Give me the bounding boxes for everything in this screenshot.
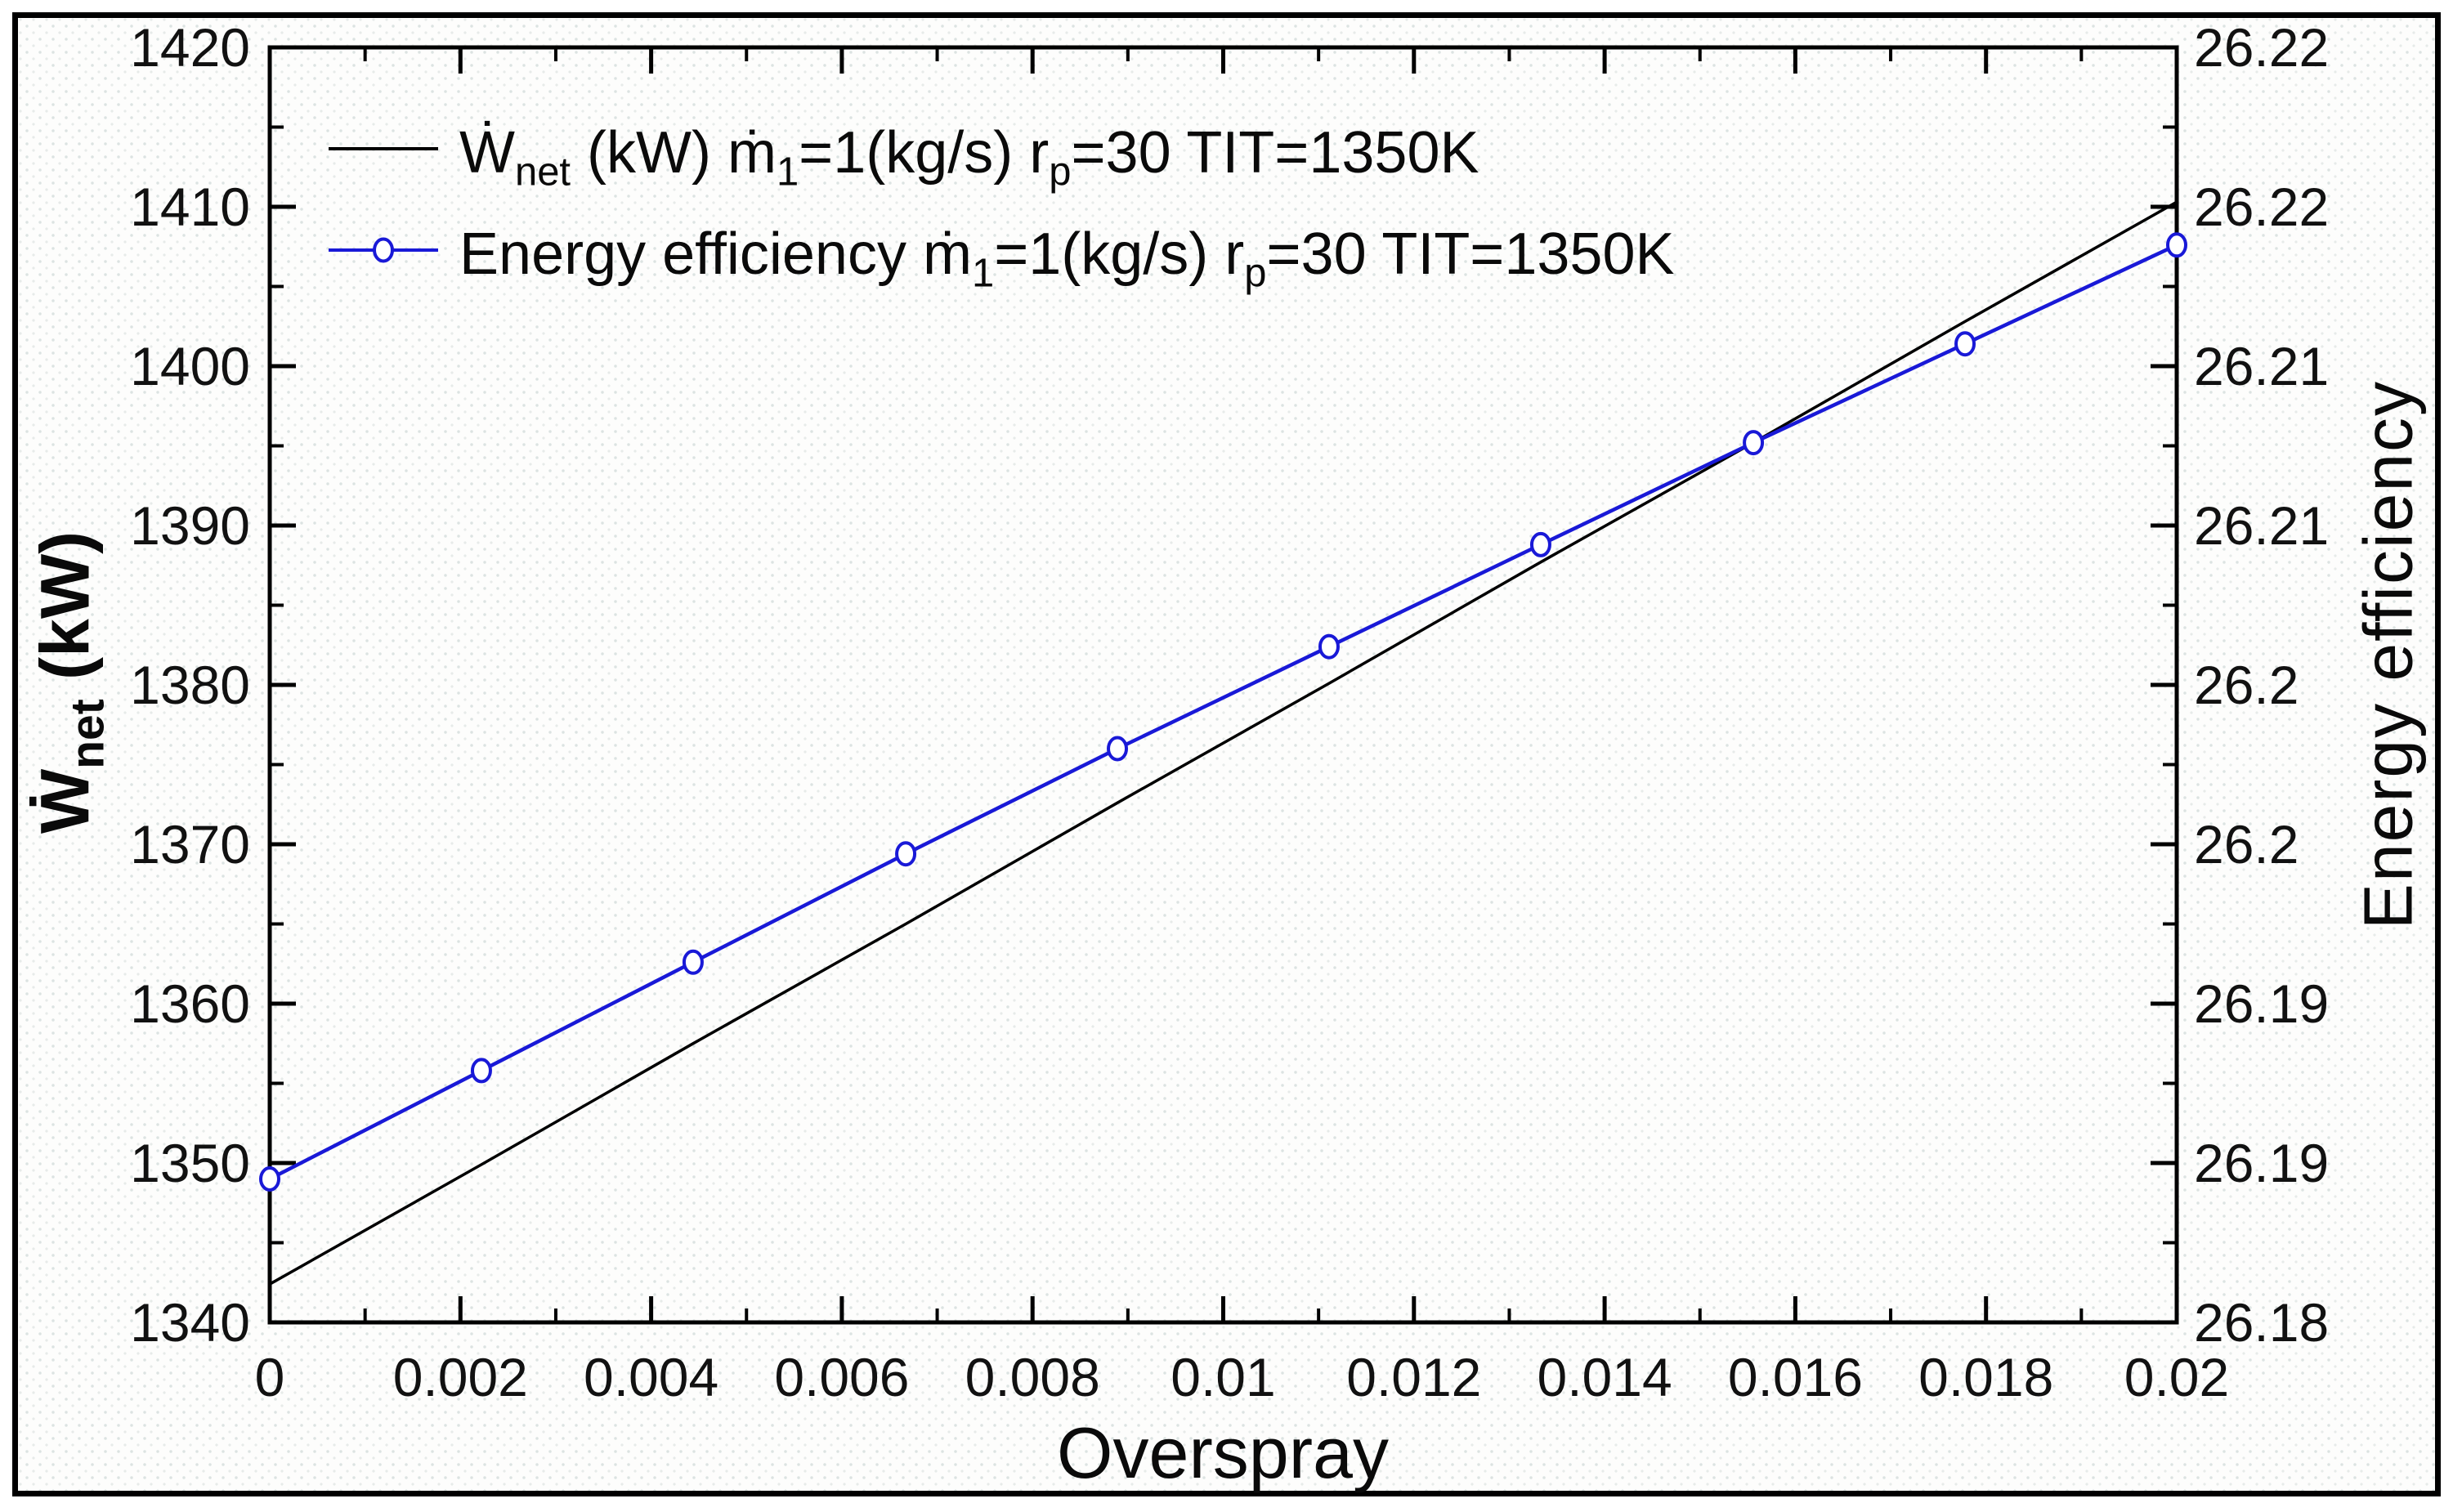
y-left-tick-label: 1340 — [130, 1292, 250, 1353]
y-right-tick-label: 26.18 — [2194, 1292, 2329, 1353]
y-left-tick-label: 1350 — [130, 1133, 250, 1193]
x-tick-label: 0.02 — [2124, 1347, 2229, 1407]
series-marker-efficiency — [1954, 331, 1976, 357]
series-line-efficiency — [268, 243, 2178, 1181]
x-tick-label: 0.018 — [1918, 1347, 2053, 1407]
y-left-tick-label: 1410 — [130, 177, 250, 237]
legend: Ẇnet (kW) ṁ1=1(kg/s) rp=30 TIT=1350K Ener… — [327, 119, 1675, 322]
y-right-tick-label: 26.2 — [2194, 655, 2299, 715]
y-right-tick-label: 26.21 — [2194, 336, 2329, 396]
series-marker-efficiency — [1318, 633, 1340, 660]
y-left-tick-label: 1400 — [130, 336, 250, 396]
series-marker-efficiency — [259, 1166, 280, 1192]
y-right-tick-label: 26.21 — [2194, 495, 2329, 556]
x-tick-label: 0.008 — [965, 1347, 1100, 1407]
series-marker-efficiency — [1743, 430, 1765, 456]
legend-entry-efficiency: Energy efficiency ṁ1=1(kg/s) rp=30 TIT=1… — [327, 221, 1675, 293]
series-marker-efficiency — [895, 841, 917, 867]
legend-label-wnet: Ẇnet (kW) ṁ1=1(kg/s) rp=30 TIT=1350K — [459, 120, 1479, 195]
y-right-tick-label: 26.22 — [2194, 177, 2329, 237]
series-marker-efficiency — [470, 1058, 492, 1084]
figure-border — [12, 12, 2441, 1496]
y-axis-label-left: Ẇnet (kW) — [26, 530, 114, 834]
x-axis-label: Overspray — [1057, 1412, 1389, 1493]
series-marker-efficiency — [682, 949, 704, 975]
y-left-tick-label: 1370 — [130, 814, 250, 875]
y-left-tick-label: 1420 — [130, 17, 250, 78]
y-left-tick-label: 1380 — [130, 655, 250, 715]
y-left-tick-label: 1390 — [130, 495, 250, 556]
legend-entry-wnet: Ẇnet (kW) ṁ1=1(kg/s) rp=30 TIT=1350K — [327, 119, 1675, 192]
x-tick-label: 0.002 — [393, 1347, 528, 1407]
x-tick-label: 0.016 — [1728, 1347, 1863, 1407]
x-tick-label: 0.012 — [1346, 1347, 1481, 1407]
series-line-wnet — [269, 200, 2178, 1286]
legend-sample-wnet — [329, 147, 438, 150]
y-left-tick-label: 1360 — [130, 973, 250, 1034]
y-right-tick-label: 26.22 — [2194, 17, 2329, 78]
legend-sample-efficiency — [329, 237, 438, 263]
y-right-tick-label: 26.19 — [2194, 973, 2329, 1034]
y-right-tick-label: 26.19 — [2194, 1133, 2329, 1193]
series-marker-efficiency — [1107, 736, 1129, 762]
x-tick-label: 0 — [255, 1347, 285, 1407]
x-tick-label: 0.004 — [584, 1347, 718, 1407]
x-tick-label: 0.01 — [1171, 1347, 1275, 1407]
x-tick-label: 0.006 — [774, 1347, 909, 1407]
series-marker-efficiency — [2166, 232, 2187, 258]
x-tick-label: 0.014 — [1538, 1347, 1672, 1407]
y-right-tick-label: 26.2 — [2194, 814, 2299, 875]
series-marker-efficiency — [1529, 531, 1551, 557]
y-axis-label-right: Energy efficiency — [2349, 379, 2427, 930]
legend-label-efficiency: Energy efficiency ṁ1=1(kg/s) rp=30 TIT=1… — [459, 221, 1675, 296]
